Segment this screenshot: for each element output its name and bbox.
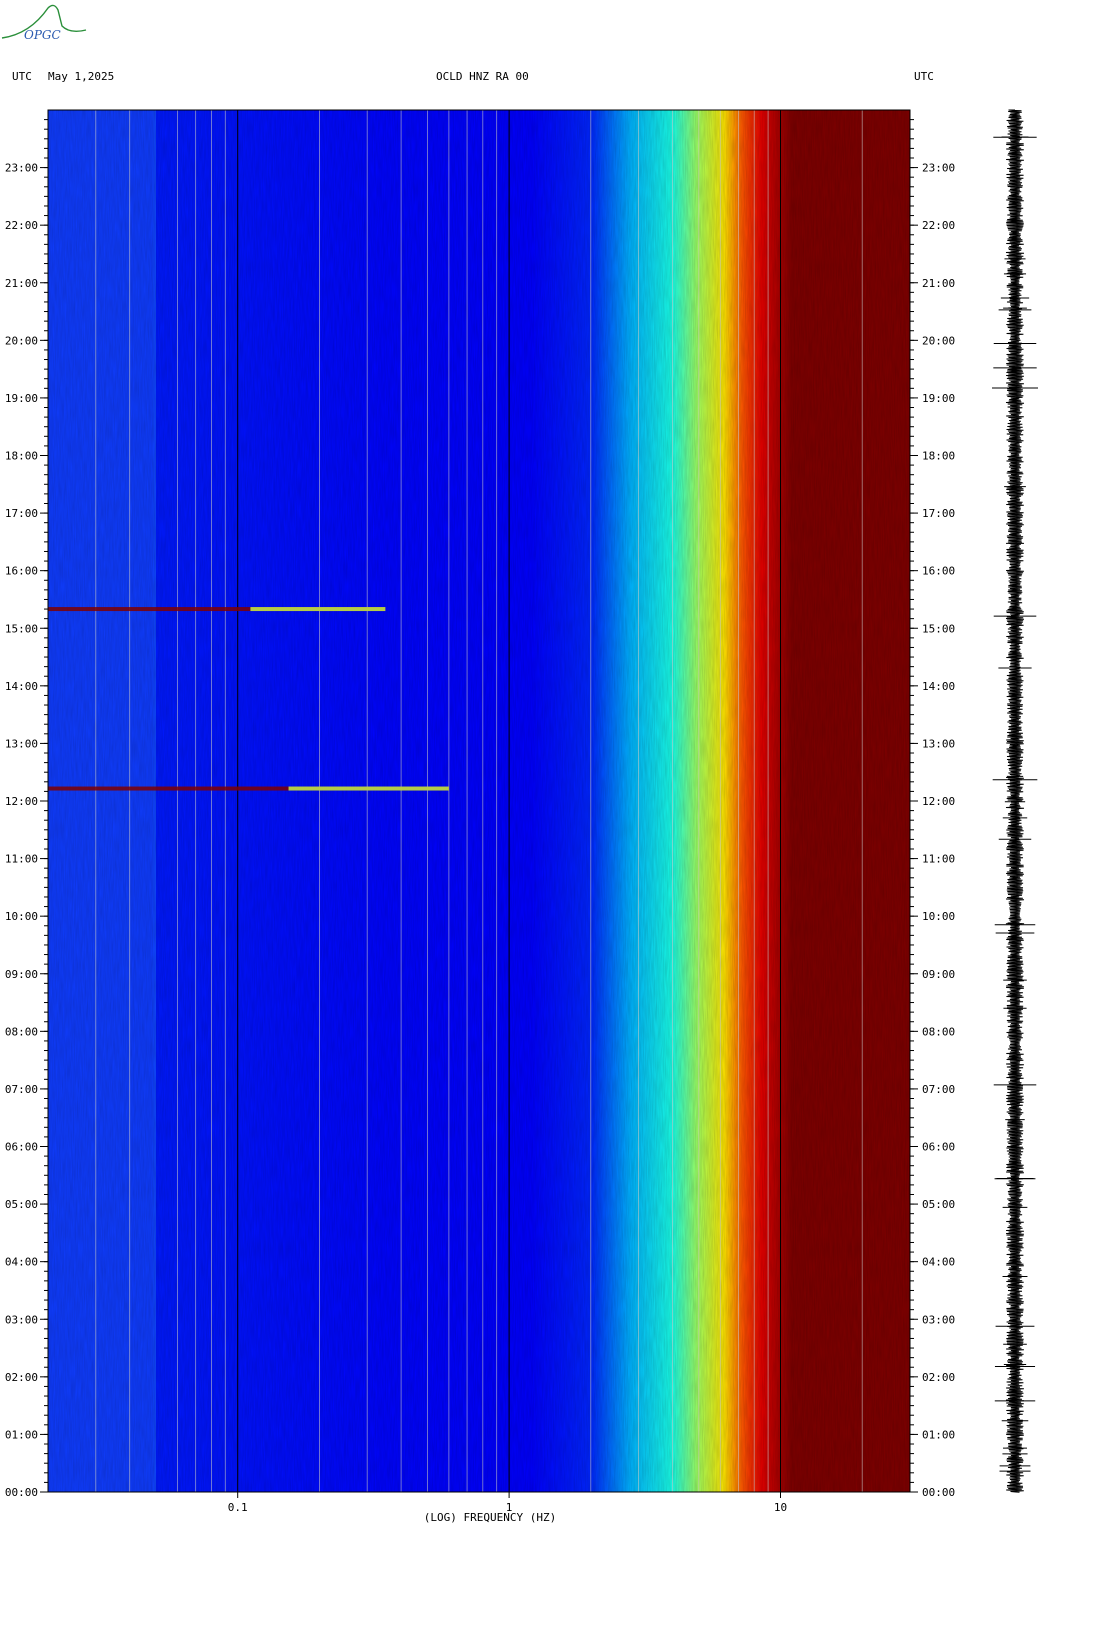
y-tick-label-right: 00:00 xyxy=(922,1486,955,1499)
y-tick-label-right: 05:00 xyxy=(922,1198,955,1211)
y-tick-label-right: 02:00 xyxy=(922,1371,955,1384)
y-tick-label-left: 03:00 xyxy=(5,1313,38,1326)
y-tick-label-left: 11:00 xyxy=(5,853,38,866)
y-tick-label-right: 17:00 xyxy=(922,507,955,520)
y-tick-label-left: 20:00 xyxy=(5,334,38,347)
y-tick-label-left: 13:00 xyxy=(5,737,38,750)
y-tick-label-right: 13:00 xyxy=(922,737,955,750)
y-tick-label-left: 09:00 xyxy=(5,968,38,981)
seismogram-line xyxy=(1005,109,1025,1493)
y-tick-label-right: 15:00 xyxy=(922,622,955,635)
event-streak xyxy=(48,607,386,612)
y-tick-label-left: 05:00 xyxy=(5,1198,38,1211)
y-tick-label-right: 21:00 xyxy=(922,277,955,290)
y-tick-label-right: 11:00 xyxy=(922,853,955,866)
y-tick-label-left: 15:00 xyxy=(5,622,38,635)
x-axis-title: (LOG) FREQUENCY (HZ) xyxy=(424,1511,556,1524)
spectrogram-plot-area xyxy=(48,110,910,1492)
y-tick-label-right: 03:00 xyxy=(922,1313,955,1326)
y-tick-label-left: 00:00 xyxy=(5,1486,38,1499)
logo-text: OPGC xyxy=(24,28,61,42)
y-axis-left: 00:00 01:00 02:00 03:00 04:00 05:00 06:00 07:00… xyxy=(5,119,48,1499)
event-streak xyxy=(48,786,449,791)
y-tick-label-left: 16:00 xyxy=(5,565,38,578)
y-tick-label-left: 07:00 xyxy=(5,1083,38,1096)
y-tick-label-right: 09:00 xyxy=(922,968,955,981)
x-axis: 0.1 1 10 xyxy=(228,1492,787,1514)
x-tick-label: 1 xyxy=(506,1501,513,1514)
date-label: May 1,2025 xyxy=(48,70,115,83)
y-tick-label-left: 21:00 xyxy=(5,277,38,290)
spectrogram-noise-texture xyxy=(48,110,910,1492)
y-tick-label-right: 06:00 xyxy=(922,1141,955,1154)
y-tick-label-right: 20:00 xyxy=(922,334,955,347)
utc-label-left: UTC xyxy=(12,70,32,83)
x-tick-label: 0.1 xyxy=(228,1501,248,1514)
y-tick-label-left: 06:00 xyxy=(5,1141,38,1154)
y-tick-label-right: 18:00 xyxy=(922,450,955,463)
y-tick-label-right: 12:00 xyxy=(922,795,955,808)
station-label: OCLD HNZ RA 00 xyxy=(436,70,529,83)
utc-label-right: UTC xyxy=(914,70,934,83)
y-tick-label-left: 12:00 xyxy=(5,795,38,808)
y-tick-label-right: 04:00 xyxy=(922,1256,955,1269)
y-tick-label-left: 19:00 xyxy=(5,392,38,405)
event-streak-tail xyxy=(250,607,386,612)
y-tick-label-left: 01:00 xyxy=(5,1428,38,1441)
y-tick-label-left: 14:00 xyxy=(5,680,38,693)
y-tick-label-left: 22:00 xyxy=(5,219,38,232)
y-tick-label-right: 10:00 xyxy=(922,910,955,923)
y-tick-label-left: 10:00 xyxy=(5,910,38,923)
y-tick-label-right: 07:00 xyxy=(922,1083,955,1096)
opgc-logo: OPGC xyxy=(1,4,87,42)
y-tick-label-right: 19:00 xyxy=(922,392,955,405)
y-tick-label-left: 17:00 xyxy=(5,507,38,520)
y-tick-label-left: 04:00 xyxy=(5,1256,38,1269)
y-tick-label-right: 08:00 xyxy=(922,1025,955,1038)
seismogram-trace xyxy=(992,109,1038,1493)
y-tick-label-right: 22:00 xyxy=(922,219,955,232)
y-tick-label-left: 18:00 xyxy=(5,450,38,463)
y-tick-label-right: 14:00 xyxy=(922,680,955,693)
y-tick-label-left: 23:00 xyxy=(5,162,38,175)
x-tick-label: 10 xyxy=(774,1501,787,1514)
y-tick-label-right: 23:00 xyxy=(922,162,955,175)
y-tick-label-right: 16:00 xyxy=(922,565,955,578)
y-tick-label-right: 01:00 xyxy=(922,1428,955,1441)
y-tick-label-left: 02:00 xyxy=(5,1371,38,1384)
event-streak-tail xyxy=(288,786,449,791)
y-tick-label-left: 08:00 xyxy=(5,1025,38,1038)
y-axis-right: 00:00 01:00 02:00 03:00 04:00 05:00 06:00 07:00… xyxy=(910,119,955,1499)
